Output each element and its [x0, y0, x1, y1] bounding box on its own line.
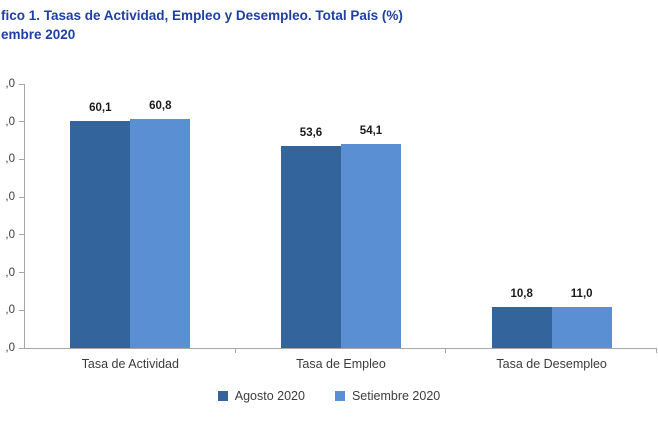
bar-value-label-agosto-2020-tasa-de-actividad: 60,1: [89, 102, 112, 115]
y-axis-tick-label: ,0: [5, 304, 15, 317]
legend-swatch-setiembre-2020-icon: [334, 391, 345, 401]
y-axis-tick: [19, 309, 25, 311]
y-axis-tick: [19, 234, 25, 236]
y-axis-tick-label: ,0: [5, 266, 15, 279]
chart-legend: Agosto 2020 Setiembre 2020: [0, 389, 658, 403]
y-axis-tick: [19, 158, 25, 160]
bar-value-label-setiembre-2020-tasa-de-empleo: 54,1: [359, 124, 383, 137]
category-label-tasa-de-actividad: Tasa de Actividad: [81, 357, 179, 371]
y-axis-tick-label: ,0: [5, 228, 15, 241]
x-axis-tick: [445, 348, 446, 353]
chart-title-line1: fico 1. Tasas de Actividad, Empleo y Des…: [1, 8, 403, 23]
bar-setiembre-2020-tasa-de-actividad: [130, 118, 191, 348]
legend-item-setiembre-2020: Setiembre 2020: [334, 389, 441, 403]
y-axis-tick-label: ,0: [5, 342, 15, 354]
bar-setiembre-2020-tasa-de-desempleo: [551, 306, 612, 348]
category-label-tasa-de-empleo: Tasa de Empleo: [296, 357, 386, 371]
plot-area: ,0 ,0 ,0 ,0 ,0 ,0 ,0 ,0 Tasa de Actividad 60,1 60,…: [5, 78, 657, 371]
y-axis-tick: [19, 347, 25, 349]
y-axis-tick-label: ,0: [5, 78, 15, 90]
x-axis-tick: [235, 348, 236, 353]
bar-value-label-agosto-2020-tasa-de-empleo: 53,6: [299, 126, 323, 139]
bar-value-label-agosto-2020-tasa-de-desempleo: 10,8: [510, 288, 533, 301]
bar-agosto-2020-tasa-de-empleo: [281, 145, 341, 348]
bar-value-label-setiembre-2020-tasa-de-desempleo: 11,0: [570, 287, 593, 300]
y-axis-tick-label: ,0: [5, 115, 15, 128]
legend-label-agosto-2020: Agosto 2020: [234, 389, 305, 403]
chart-title-line2: embre 2020: [1, 27, 76, 42]
y-axis-tick-label: ,0: [5, 153, 15, 166]
legend-swatch-agosto-2020-icon: [217, 391, 228, 401]
y-axis-tick: [19, 121, 25, 123]
chart-title: fico 1. Tasas de Actividad, Empleo y Des…: [1, 6, 403, 44]
legend-label-setiembre-2020: Setiembre 2020: [351, 389, 441, 403]
category-label-tasa-de-desempleo: Tasa de Desempleo: [496, 357, 607, 371]
y-axis-tick: [19, 83, 25, 85]
y-axis-tick: [19, 272, 25, 274]
bar-value-label-setiembre-2020-tasa-de-actividad: 60,8: [149, 99, 172, 112]
y-axis-tick-label: ,0: [5, 191, 15, 204]
legend-item-agosto-2020: Agosto 2020: [217, 389, 305, 403]
bar-agosto-2020-tasa-de-actividad: [70, 121, 131, 348]
y-axis-tick: [19, 196, 25, 198]
x-axis-tick: [656, 348, 657, 353]
bar-agosto-2020-tasa-de-desempleo: [491, 307, 552, 348]
bar-setiembre-2020-tasa-de-empleo: [341, 143, 401, 348]
